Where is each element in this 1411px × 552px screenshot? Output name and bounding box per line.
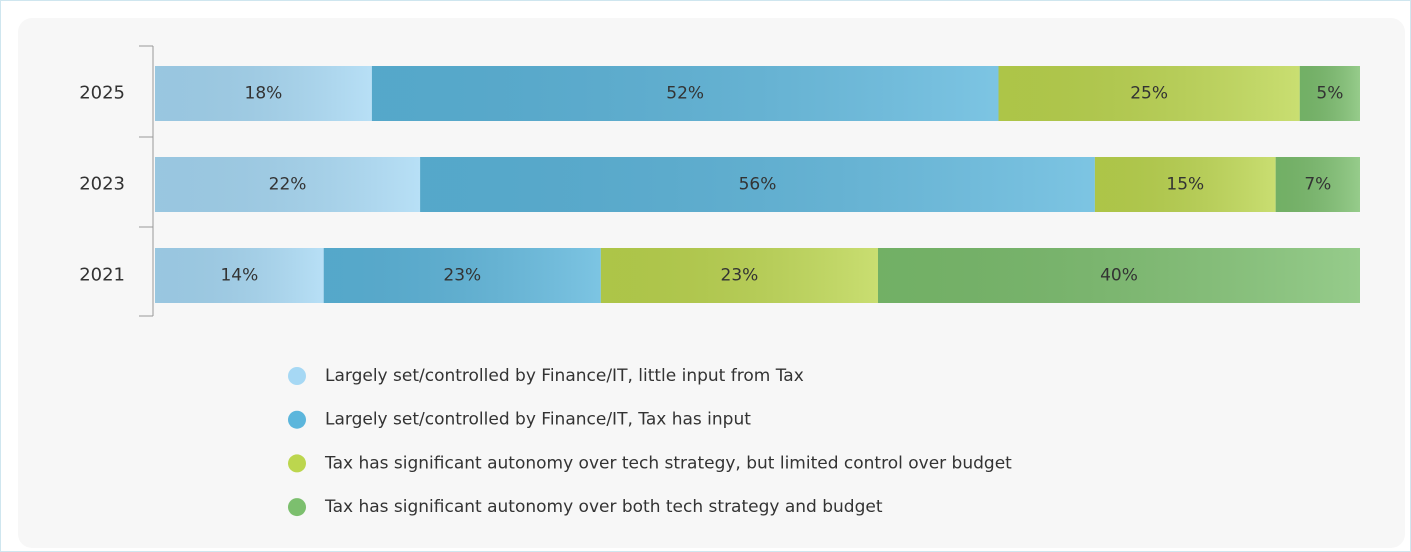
bar-shade: [155, 157, 421, 212]
bar-shade: [323, 248, 601, 303]
y-axis: [139, 45, 154, 317]
value-label: 18%: [245, 84, 283, 104]
legend-label: Largely set/controlled by Finance/IT, li…: [325, 366, 804, 386]
value-label: 7%: [1304, 175, 1331, 195]
bar-shade: [1299, 66, 1360, 121]
value-label: 23%: [443, 266, 481, 286]
legend-marker: [288, 498, 306, 517]
legend-label: Largely set/controlled by Finance/IT, Ta…: [325, 410, 751, 430]
bar-shade: [1094, 157, 1276, 212]
legend-label: Tax has significant autonomy over tech s…: [324, 453, 1012, 473]
bar-shade: [998, 66, 1300, 121]
legend-marker: [288, 367, 306, 385]
bar-shade: [371, 66, 999, 121]
value-label: 23%: [721, 266, 759, 286]
value-label: 52%: [666, 84, 704, 104]
category-label: 2023: [79, 174, 125, 195]
bar-shade: [155, 248, 324, 303]
bar-shade: [420, 157, 1095, 212]
bar-shade: [878, 248, 1360, 303]
value-label: 15%: [1166, 175, 1204, 195]
value-label: 14%: [220, 266, 258, 286]
value-label: 22%: [269, 175, 307, 195]
value-label: 5%: [1316, 84, 1343, 104]
value-label: 25%: [1130, 84, 1168, 104]
legend-marker: [288, 454, 306, 473]
legend-label: Tax has significant autonomy over both t…: [324, 497, 883, 517]
value-label: 40%: [1100, 266, 1138, 286]
value-label: 56%: [739, 175, 777, 195]
category-label: 2021: [79, 265, 125, 286]
bar-shade: [600, 248, 878, 303]
category-label: 2025: [79, 83, 125, 104]
bar-shade: [1275, 157, 1360, 212]
bar-shade: [155, 66, 372, 121]
legend-marker: [288, 410, 306, 429]
